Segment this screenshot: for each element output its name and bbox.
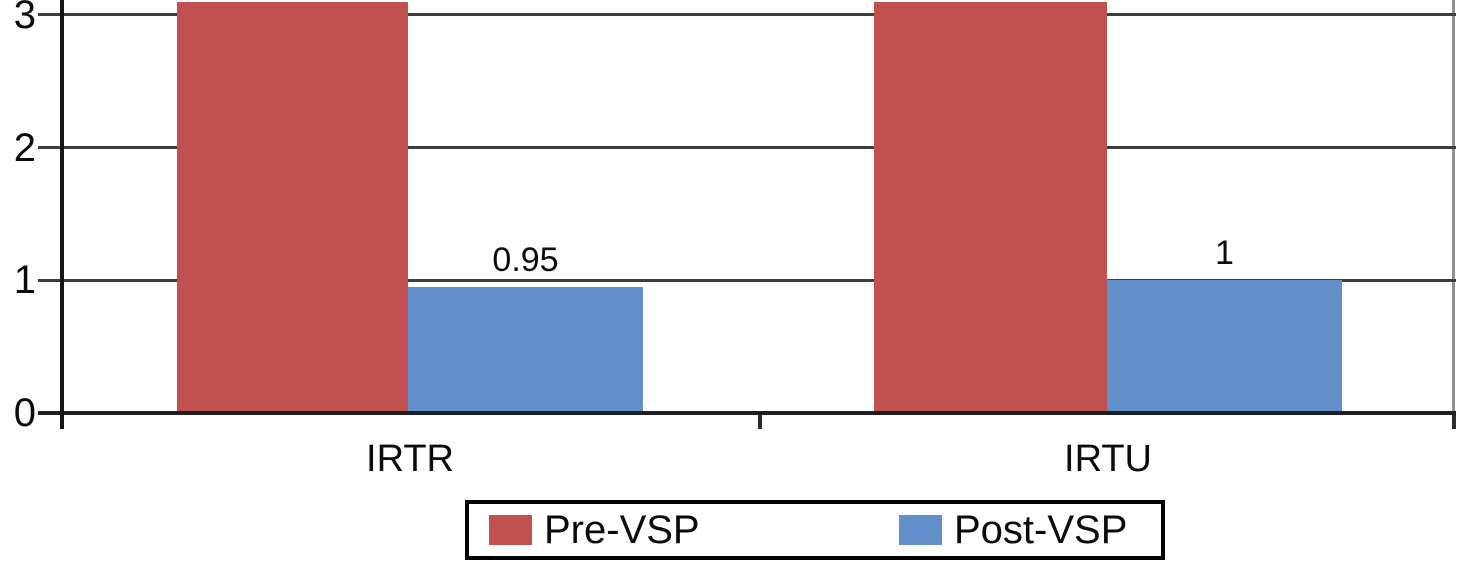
x-axis-tick-mid [758, 413, 762, 429]
value-label-irtu: 1 [1215, 234, 1234, 272]
x-axis-line [38, 411, 1456, 415]
bar-post-vsp-irtu [1107, 280, 1342, 413]
bar-pre-vsp-irtr [177, 2, 408, 413]
x-axis-tick-right [1452, 413, 1456, 429]
y-axis-line [60, 0, 64, 429]
gridline-y1 [38, 278, 1456, 282]
y-tick-label-0: 0 [13, 391, 36, 435]
x-category-label-irtu: IRTU [1064, 438, 1152, 480]
gridline-y2 [38, 146, 1456, 150]
x-category-label-irtr: IRTR [366, 438, 454, 480]
legend-item-pre-vsp: Pre-VSP [489, 510, 700, 550]
bar-pre-vsp-irtu [874, 2, 1107, 413]
legend-swatch-post-vsp [899, 515, 942, 545]
legend-label-pre-vsp: Pre-VSP [544, 508, 700, 552]
legend-swatch-pre-vsp [489, 515, 532, 545]
legend-item-post-vsp: Post-VSP [899, 510, 1127, 550]
y-tick-label-2: 2 [13, 125, 36, 170]
plot-right-border [1452, 0, 1455, 413]
legend-label-post-vsp: Post-VSP [954, 508, 1128, 552]
y-tick-label-1: 1 [13, 258, 36, 303]
y-tick-label-3: 3 [13, 0, 36, 37]
value-label-irtr: 0.95 [492, 241, 559, 279]
bar-post-vsp-irtr [408, 287, 643, 413]
gridline-y3 [38, 13, 1456, 17]
legend-box: Pre-VSP Post-VSP [465, 500, 1165, 560]
